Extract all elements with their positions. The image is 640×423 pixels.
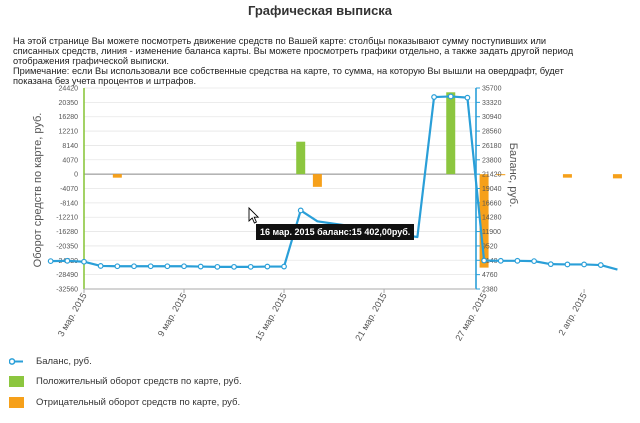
- balance-point: [264, 263, 271, 270]
- balance-point: [431, 94, 437, 100]
- intro-text: На этой странице Вы можете посмотреть дв…: [13, 36, 588, 86]
- balance-point: [481, 257, 487, 264]
- balance-point: [114, 263, 121, 270]
- balance-point: [531, 258, 537, 265]
- y-left-tick-label: -4070: [60, 186, 78, 193]
- y-left-tick-label: 4070: [62, 157, 78, 164]
- balance-point: [181, 263, 187, 270]
- y-right-tick-label: 11900: [482, 229, 501, 236]
- page-title: Графическая выписка: [247, 3, 393, 18]
- balance-point: [281, 263, 287, 270]
- balance-point: [564, 261, 571, 268]
- y-right-tick-label: 2380: [482, 287, 498, 294]
- negative-bar: [562, 174, 572, 178]
- y-right-tick-label: 19040: [482, 186, 502, 193]
- balance-point: [64, 257, 71, 264]
- negative-swatch-icon: [9, 397, 24, 408]
- x-tick-label: 9 мар. 2015: [156, 291, 189, 338]
- intro-note: Примечание: если Вы использовали все соб…: [13, 66, 564, 86]
- y-left-tick-label: 12210: [59, 129, 79, 136]
- balance-point: [297, 207, 304, 214]
- balance-point: [47, 258, 54, 265]
- y-right-tick-label: 33320: [482, 100, 502, 107]
- balance-point: [147, 263, 154, 270]
- balance-point: [231, 263, 237, 270]
- negative-bar: [112, 174, 122, 178]
- y-right-tick-label: 4760: [482, 272, 498, 279]
- negative-bar: [479, 174, 489, 268]
- legend-label-negative: Отрицательный оборот средств по карте, р…: [36, 397, 241, 408]
- y-right-tick-label: 30940: [482, 114, 502, 121]
- x-tick-label: 2 апр. 2015: [556, 291, 588, 337]
- negative-bar: [612, 174, 622, 179]
- positive-bar: [296, 141, 306, 175]
- y-left-tick-label: -12210: [56, 215, 78, 222]
- y-left-tick-label: -20350: [56, 243, 78, 250]
- legend-label-positive: Положительный оборот средств по карте, р…: [36, 376, 242, 387]
- balance-point: [547, 261, 554, 268]
- x-tick-label: 21 мар. 2015: [353, 291, 389, 343]
- y-left-tick-label: -8140: [60, 200, 78, 207]
- bar-layer: [112, 92, 622, 268]
- negative-bar: [496, 174, 506, 176]
- balance-point: [597, 262, 604, 268]
- y-left-tick-label: 16280: [59, 114, 79, 121]
- y-right-axis-title: Баланс, руб.: [507, 143, 519, 208]
- y-right-tick-label: 21420: [482, 172, 502, 179]
- balance-point: [464, 94, 471, 101]
- y-right-tick-label: 26180: [482, 143, 502, 150]
- x-tick-label: 27 мар. 2015: [453, 291, 489, 343]
- y-left-tick-label: -28490: [56, 272, 78, 279]
- line-marker-icon: [9, 358, 23, 365]
- x-tick-label: 3 мар. 2015: [56, 291, 89, 338]
- balance-point: [514, 257, 521, 264]
- balance-point: [497, 257, 504, 264]
- balance-point: [131, 263, 137, 270]
- legend-item-positive[interactable]: Положительный оборот средств по карте, р…: [9, 376, 242, 387]
- y-right-tick-label: 16660: [482, 200, 502, 207]
- mouse-cursor-icon: [248, 206, 260, 224]
- y-left-tick-label: -16280: [56, 229, 78, 236]
- x-tick-label: 15 мар. 2015: [253, 291, 289, 343]
- chart-tooltip: 16 мар. 2015 баланс:15 402,00руб.: [256, 224, 415, 240]
- y-right-tick-label: 9520: [482, 243, 498, 250]
- y-left-tick-label: 24420: [59, 86, 79, 93]
- negative-bar: [312, 174, 322, 187]
- balance-point: [197, 263, 204, 270]
- positive-swatch-icon: [9, 376, 24, 387]
- balance-point: [214, 263, 221, 270]
- balance-point: [581, 261, 587, 268]
- intro-paragraph: На этой странице Вы можете посмотреть дв…: [13, 36, 574, 66]
- legend-item-balance[interactable]: Баланс, руб.: [9, 356, 92, 367]
- balance-point: [447, 93, 454, 100]
- y-right-tick-label: 23800: [482, 157, 502, 164]
- y-left-tick-label: 0: [74, 172, 78, 179]
- grid-layer: [84, 87, 476, 290]
- balance-line-layer: [47, 93, 618, 271]
- y-left-tick-label: 20350: [59, 100, 79, 107]
- y-right-tick-label: 14280: [482, 215, 502, 222]
- legend-label-balance: Баланс, руб.: [36, 356, 92, 367]
- y-right-tick-label: 35700: [482, 86, 502, 93]
- balance-point: [97, 263, 104, 269]
- y-right-tick-label: 28560: [482, 129, 502, 136]
- balance-point: [164, 263, 171, 270]
- positive-bar: [446, 92, 456, 175]
- y-left-tick-label: -32560: [56, 287, 78, 294]
- y-left-tick-label: 8140: [62, 143, 78, 150]
- legend-item-negative[interactable]: Отрицательный оборот средств по карте, р…: [9, 397, 240, 408]
- axis-layer: 24420 20350 16280 12210 8140 4070 0 -4070 -8140 -…: [56, 86, 589, 343]
- y-left-axis-title: Оборот средств по карте, руб.: [32, 113, 44, 268]
- balance-point: [81, 258, 87, 265]
- balance-point: [247, 263, 254, 270]
- balance-line: [50, 95, 618, 271]
